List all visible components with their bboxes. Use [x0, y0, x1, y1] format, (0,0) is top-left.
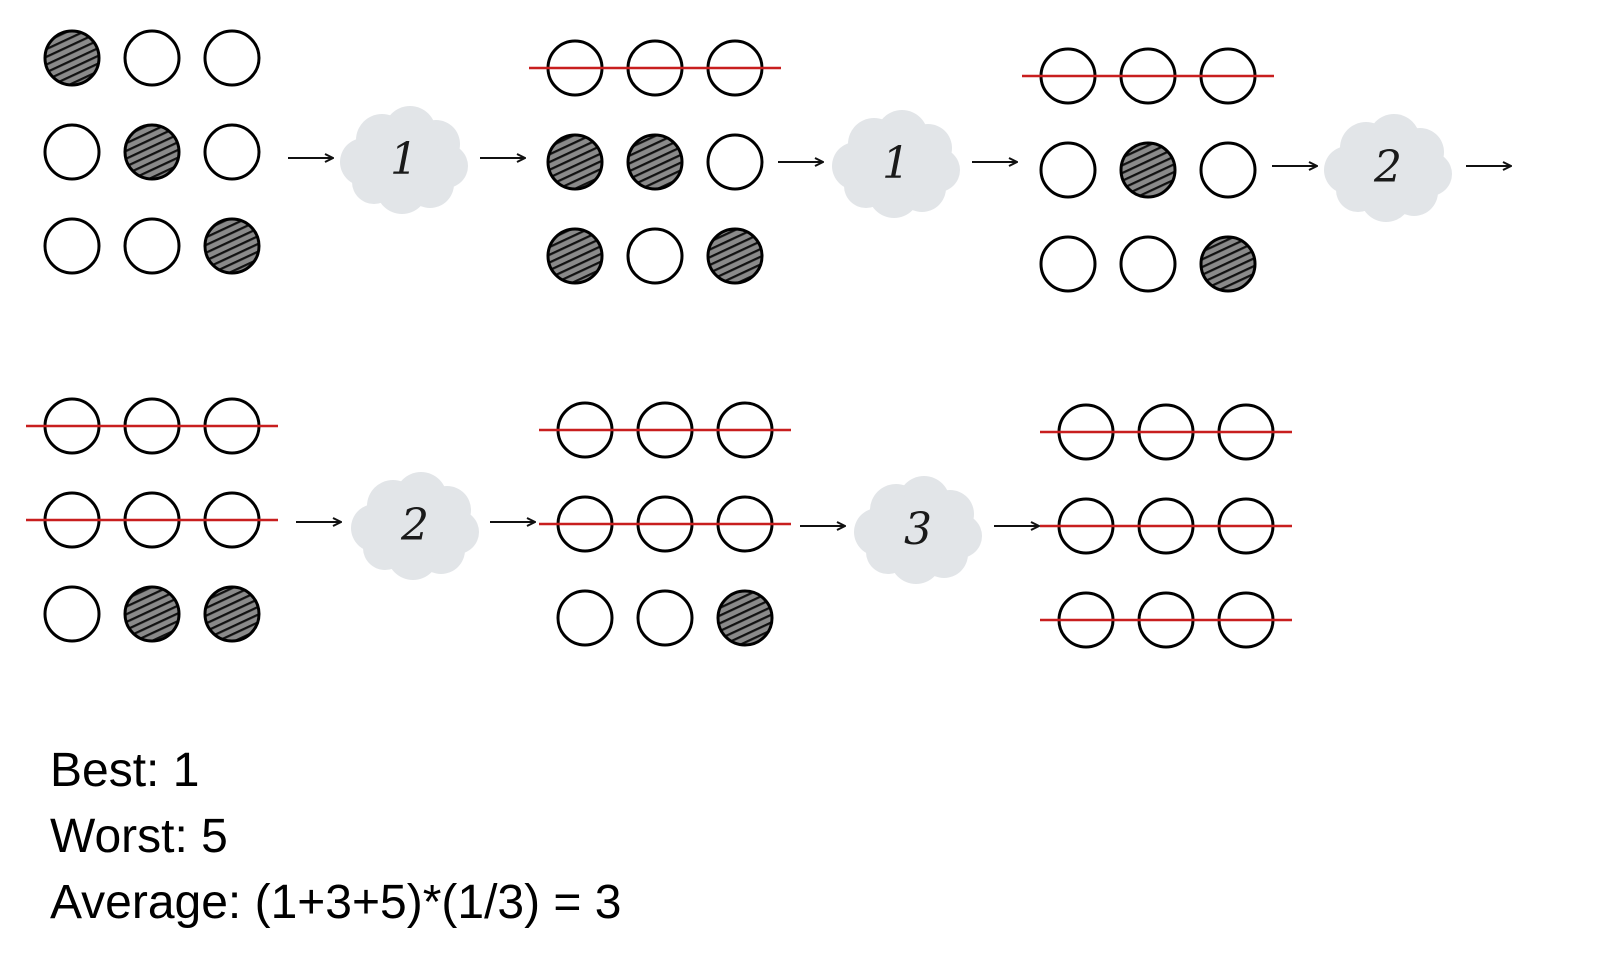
shaded-coin [203, 585, 261, 643]
cloud-3: 2 [1324, 114, 1452, 222]
shaded-coin [626, 133, 684, 191]
empty-coin [636, 589, 694, 647]
cloud-shape [832, 110, 960, 218]
coin-grid-3 [1022, 47, 1274, 293]
cloud-shape [854, 476, 982, 584]
summary-text: Best: 1 Worst: 5 Average: (1+3+5)*(1/3) … [50, 738, 621, 936]
cloud-shape [340, 106, 468, 214]
shaded-coin [716, 589, 774, 647]
empty-coin [43, 217, 101, 275]
empty-coin [123, 29, 181, 87]
empty-coin [123, 217, 181, 275]
shaded-coin [546, 227, 604, 285]
shaded-coin [203, 217, 261, 275]
cloud-4: 2 [351, 472, 479, 580]
shaded-coin [546, 133, 604, 191]
cloud-5: 3 [854, 476, 982, 584]
empty-coin [203, 123, 261, 181]
cloud-shape [1324, 114, 1452, 222]
shaded-coin [1199, 235, 1257, 293]
empty-coin [43, 123, 101, 181]
empty-coin [203, 29, 261, 87]
empty-coin [706, 133, 764, 191]
empty-coin [43, 585, 101, 643]
grids-layer [26, 29, 1292, 649]
empty-coin [1039, 235, 1097, 293]
cloud-shape [351, 472, 479, 580]
clouds-layer: 1 1 2 2 3 [340, 106, 1452, 584]
shaded-coin [123, 123, 181, 181]
empty-coin [556, 589, 614, 647]
cloud-label: 2 [400, 500, 429, 551]
empty-coin [1039, 141, 1097, 199]
coin-grid-2 [529, 39, 781, 285]
average-case-text: Average: (1+3+5)*(1/3) = 3 [50, 876, 622, 929]
empty-coin [626, 227, 684, 285]
shaded-coin [43, 29, 101, 87]
coin-grid-6 [1040, 403, 1292, 649]
shaded-coin [706, 227, 764, 285]
cloud-label: 1 [882, 138, 910, 189]
cloud-label: 2 [1373, 142, 1402, 193]
shaded-coin [1119, 141, 1177, 199]
worst-case-text: Worst: 5 [50, 810, 228, 863]
cloud-2: 1 [832, 110, 960, 218]
cloud-label: 3 [904, 504, 932, 555]
cloud-label: 1 [390, 134, 418, 185]
empty-coin [1119, 235, 1177, 293]
coin-grid-4 [26, 397, 278, 643]
arrows-layer [288, 158, 1511, 526]
shaded-coin [123, 585, 181, 643]
cloud-1: 1 [340, 106, 468, 214]
coin-grid-1 [43, 29, 261, 275]
empty-coin [1199, 141, 1257, 199]
best-case-text: Best: 1 [50, 744, 200, 797]
coin-grid-5 [539, 401, 791, 647]
